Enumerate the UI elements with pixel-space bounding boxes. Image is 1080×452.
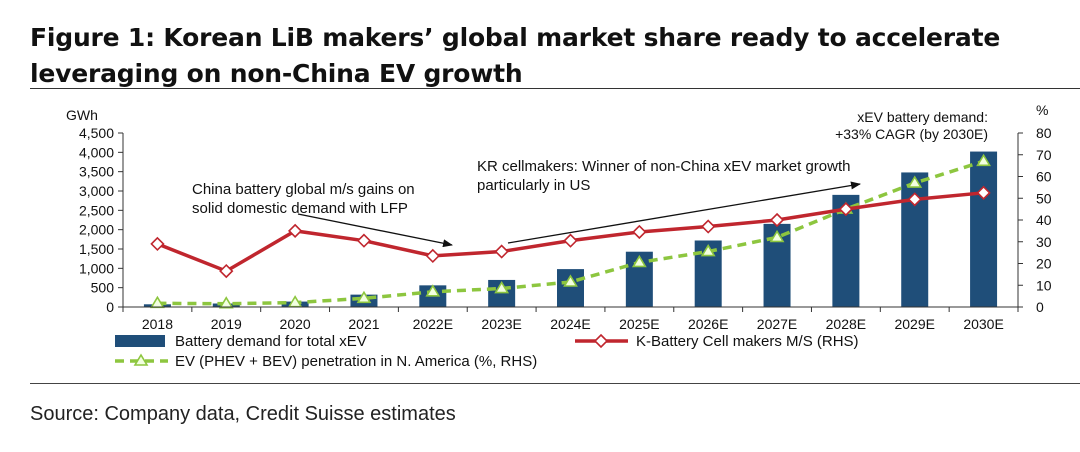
left-axis-label: GWh xyxy=(66,107,98,123)
x-tick-label: 2027E xyxy=(757,316,797,332)
triangle-marker xyxy=(769,229,785,243)
triangle-marker xyxy=(631,254,647,268)
annotation-china-line: solid domestic demand with LFP xyxy=(192,200,408,217)
x-tick-label: 2019 xyxy=(211,316,242,332)
left-tick-label: 1,000 xyxy=(79,260,114,276)
right-tick-label: 60 xyxy=(1036,169,1052,185)
left-tick-label: 3,000 xyxy=(79,183,114,199)
diamond-marker xyxy=(769,212,785,228)
legend-bar-label: Battery demand for total xEV xyxy=(175,333,367,350)
diamond-marker xyxy=(976,185,991,200)
x-tick-label: 2030E xyxy=(963,316,1003,332)
legend-ev-marker xyxy=(133,353,149,366)
left-tick-label: 4,500 xyxy=(79,125,114,141)
diamond-marker xyxy=(494,244,509,259)
legend-kbattery-label: K-Battery Cell makers M/S (RHS) xyxy=(636,333,859,350)
left-tick-label: 2,500 xyxy=(79,202,114,218)
diamond-marker xyxy=(701,219,716,234)
right-tick-label: 10 xyxy=(1036,277,1052,293)
annotation-cagr-line: +33% CAGR (by 2030E) xyxy=(835,126,988,142)
legend-kbattery-marker xyxy=(593,333,609,349)
right-tick-label: 70 xyxy=(1036,147,1052,163)
diamond-marker xyxy=(219,263,234,279)
left-tick-label: 3,500 xyxy=(79,164,114,180)
x-tick-label: 2020 xyxy=(280,316,311,332)
triangle-marker xyxy=(425,284,441,297)
diamond-marker xyxy=(838,201,854,217)
triangle-marker xyxy=(218,296,234,309)
right-tick-label: 20 xyxy=(1036,256,1052,272)
diamond-marker xyxy=(287,223,303,239)
diamond-marker xyxy=(632,224,647,240)
annotation-kr-arrow xyxy=(507,181,861,244)
diamond-marker xyxy=(425,248,440,264)
left-tick-label: 0 xyxy=(106,299,114,315)
x-tick-label: 2024E xyxy=(550,316,590,332)
right-tick-label: 30 xyxy=(1036,234,1052,250)
combo-chart: 05001,0001,5002,0002,5003,0003,5004,0004… xyxy=(66,102,1052,370)
right-tick-label: 50 xyxy=(1036,190,1052,206)
right-tick-label: 80 xyxy=(1036,125,1052,141)
diamond-marker xyxy=(356,233,372,248)
left-tick-label: 1,500 xyxy=(79,241,114,257)
right-axis-label: % xyxy=(1036,102,1048,118)
title-rule xyxy=(30,88,1080,89)
annotation-kr-line: KR cellmakers: Winner of non-China xEV m… xyxy=(477,158,850,175)
annotation-china-arrow xyxy=(297,213,453,248)
diamond-marker xyxy=(150,236,165,252)
right-tick-label: 40 xyxy=(1036,212,1052,228)
x-tick-label: 2029E xyxy=(894,316,934,332)
triangle-marker xyxy=(907,175,923,188)
left-tick-label: 2,000 xyxy=(79,222,114,238)
x-tick-label: 2026E xyxy=(688,316,728,332)
diamond-marker xyxy=(563,233,578,248)
x-tick-label: 2023E xyxy=(481,316,521,332)
legend-ev-label: EV (PHEV + BEV) penetration in N. Americ… xyxy=(175,353,537,370)
source-rule xyxy=(30,383,1080,384)
left-tick-label: 500 xyxy=(91,280,115,296)
x-tick-label: 2028E xyxy=(826,316,866,332)
triangle-marker xyxy=(356,290,372,304)
x-tick-label: 2022E xyxy=(413,316,453,332)
triangle-marker xyxy=(976,153,991,167)
bar-2030E xyxy=(970,151,998,307)
annotation-china-line: China battery global m/s gains on xyxy=(192,181,415,198)
x-tick-label: 2021 xyxy=(348,316,379,332)
x-tick-label: 2025E xyxy=(619,316,659,332)
x-tick-label: 2018 xyxy=(142,316,173,332)
annotation-cagr-line: xEV battery demand: xyxy=(857,109,988,125)
triangle-marker xyxy=(563,274,578,287)
triangle-marker xyxy=(494,280,510,294)
figure-title: Figure 1: Korean LiB makers’ global mark… xyxy=(30,23,1001,88)
source-note: Source: Company data, Credit Suisse esti… xyxy=(30,403,456,425)
legend-bar-swatch xyxy=(115,335,165,347)
annotation-kr-line: particularly in US xyxy=(477,177,590,194)
left-tick-label: 4,000 xyxy=(79,144,114,160)
right-tick-label: 0 xyxy=(1036,299,1044,315)
triangle-marker xyxy=(700,243,716,257)
diamond-marker xyxy=(907,192,922,207)
